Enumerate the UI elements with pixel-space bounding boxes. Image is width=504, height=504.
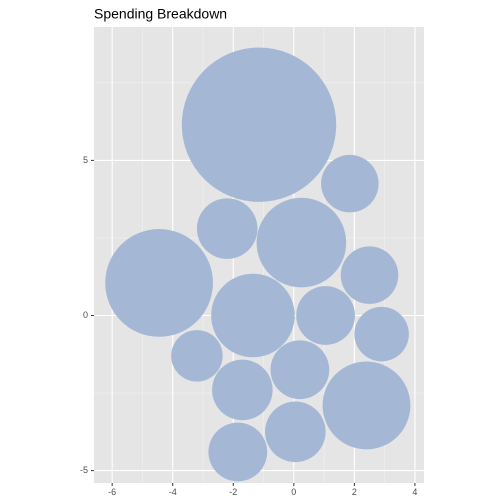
bubble (265, 401, 326, 463)
y-axis: -5 0 5 (80, 155, 94, 475)
bubble (321, 154, 379, 213)
bubble (105, 229, 213, 337)
bubble (256, 197, 347, 288)
bubble (171, 330, 223, 382)
x-tick-label: 2 (352, 487, 357, 497)
bubble (296, 286, 355, 345)
bubble (354, 306, 409, 362)
x-tick-label: -4 (169, 487, 177, 497)
x-axis: -6 -4 -2 0 2 4 (108, 483, 417, 497)
x-tick-label: -6 (108, 487, 116, 497)
x-tick-label: -2 (229, 487, 237, 497)
chart-title: Spending Breakdown (94, 6, 227, 22)
y-tick-label: 5 (83, 155, 88, 165)
y-tick-label: 0 (83, 310, 88, 320)
bubble (340, 246, 399, 304)
bubble (208, 422, 268, 482)
y-tick-label: -5 (80, 465, 88, 475)
bubble (181, 47, 337, 202)
x-tick-label: 0 (291, 487, 296, 497)
bubble (270, 340, 330, 400)
bubble (196, 198, 258, 259)
bubble (212, 359, 273, 421)
bubble (322, 361, 411, 450)
x-tick-label: 4 (412, 487, 417, 497)
bubble (211, 273, 295, 358)
bubble-layer (105, 47, 411, 482)
